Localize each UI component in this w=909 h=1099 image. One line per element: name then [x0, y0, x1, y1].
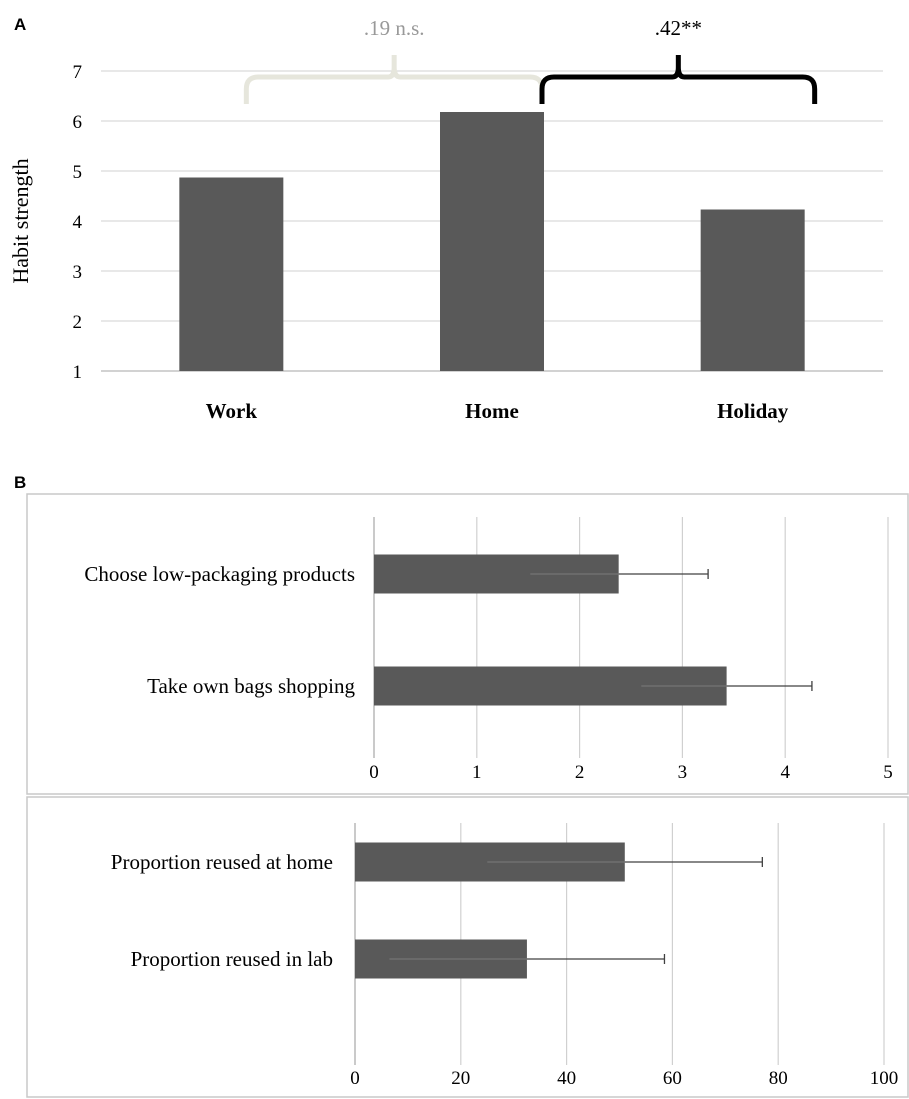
significance-label-1: .19 n.s. — [364, 16, 425, 40]
x-tick-label-2: 2 — [575, 762, 585, 783]
category-label-take-own-bags-shopping: Take own bags shopping — [147, 674, 355, 698]
x-tick-label-5: 5 — [883, 762, 893, 783]
y-tick-label-6: 6 — [73, 112, 83, 133]
y-tick-label-5: 5 — [73, 162, 83, 183]
category-label-proportion-reused-at-home: Proportion reused at home — [111, 850, 333, 874]
x-tick-label-3: 3 — [678, 762, 688, 783]
significance-label-2: .42** — [655, 16, 702, 40]
panel-a-letter: A — [14, 15, 26, 34]
x-tick-label-holiday: Holiday — [717, 399, 789, 423]
panel-b-bottom-frame — [26, 796, 909, 1098]
x-tick-label-60: 60 — [663, 1068, 682, 1089]
panel-b-lower-chart: 0 20 40 60 80 100 Proportion reused at home Pro… — [111, 823, 898, 1089]
x-tick-label-40: 40 — [557, 1068, 576, 1089]
x-tick-label-4: 4 — [780, 762, 790, 783]
bar-work — [179, 177, 284, 371]
category-label-choose-low-packaging-products: Choose low-packaging products — [84, 562, 355, 586]
x-tick-label-100: 100 — [870, 1068, 899, 1089]
y-tick-label-3: 3 — [73, 262, 83, 283]
significance-bracket-2 — [539, 55, 818, 104]
y-tick-label-4: 4 — [73, 212, 83, 233]
x-tick-label-0: 0 — [369, 762, 379, 783]
panel-b-top-frame — [26, 493, 909, 795]
bar-holiday — [700, 209, 805, 371]
bar-home — [440, 112, 544, 371]
x-tick-label-work: Work — [206, 399, 258, 423]
x-tick-label-80: 80 — [769, 1068, 788, 1089]
x-tick-label-1: 1 — [472, 762, 482, 783]
panel-a-chart: 1 2 3 4 5 6 7 Work Home Holiday Habit strength .19 … — [8, 16, 883, 423]
significance-bracket-1 — [243, 55, 545, 104]
x-tick-label-0: 0 — [350, 1068, 360, 1089]
y-tick-label-7: 7 — [73, 62, 83, 83]
y-tick-label-1: 1 — [73, 362, 83, 383]
x-tick-label-20: 20 — [451, 1068, 470, 1089]
y-axis-title: Habit strength — [8, 158, 33, 283]
x-tick-label-home: Home — [465, 399, 519, 423]
panel-b-letter: B — [14, 473, 26, 492]
panel-b-upper-chart: 0 1 2 3 4 5 Choose low-packaging products Take … — [84, 517, 893, 783]
category-label-proportion-reused-in-lab: Proportion reused in lab — [131, 947, 333, 971]
y-tick-label-2: 2 — [73, 312, 83, 333]
